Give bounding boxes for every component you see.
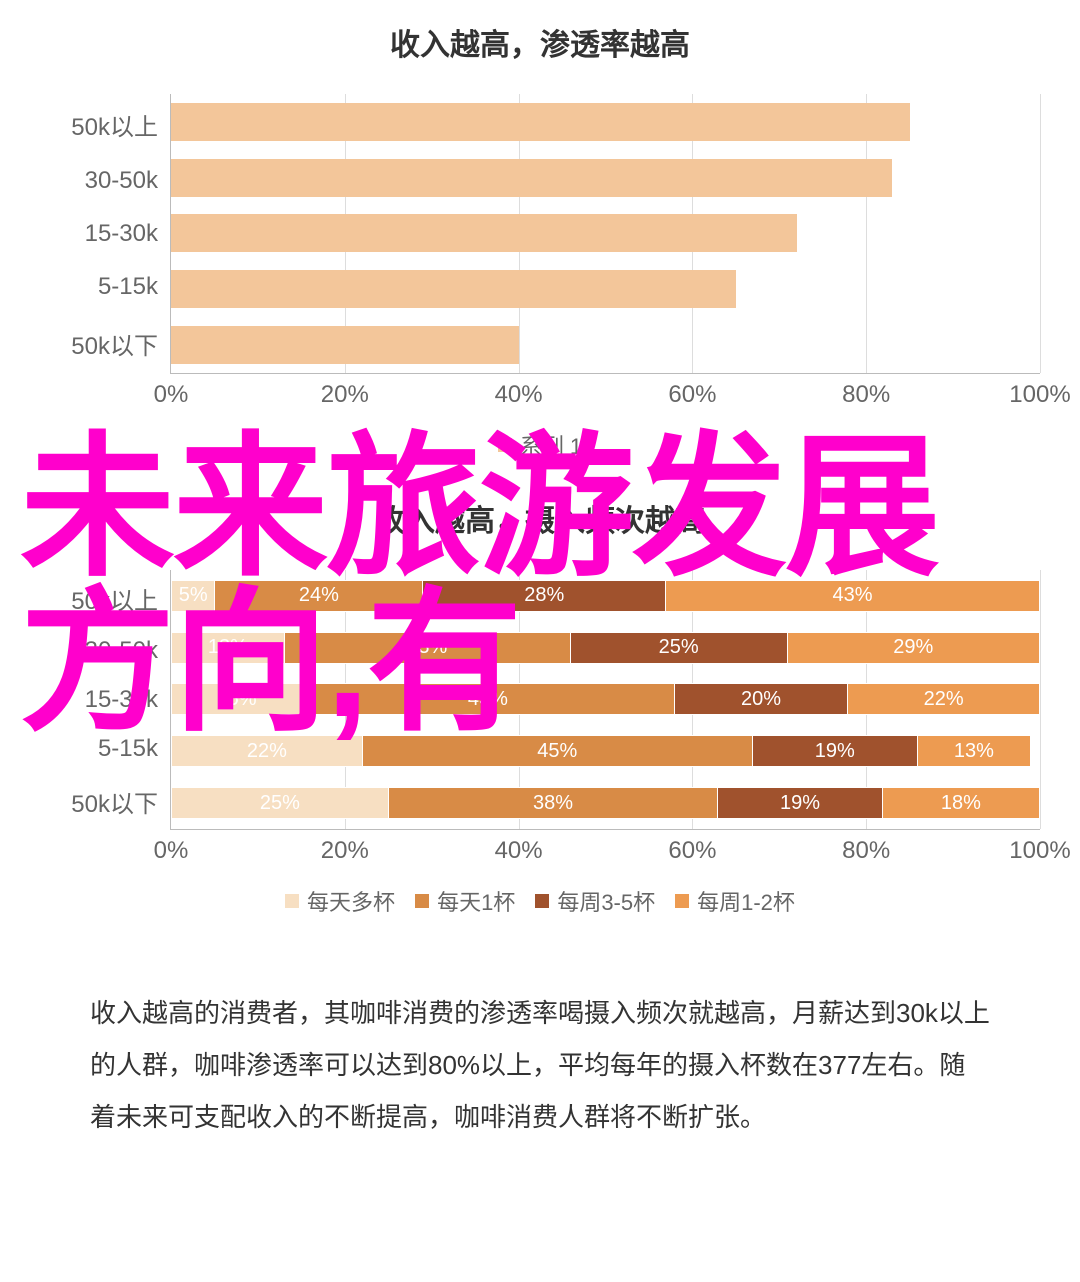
chart2-bar: 15%43%20%22% — [171, 683, 1040, 715]
chart1-title: 收入越高，渗透率越高 — [40, 20, 1040, 64]
legend-swatch — [415, 894, 429, 908]
chart2-category-label: 30-50k — [40, 637, 158, 665]
chart1-x-ticks: 0%20%40%60%80%100% — [171, 381, 1040, 405]
chart2-segment: 33% — [285, 633, 571, 663]
chart2-segment: 38% — [389, 788, 718, 818]
chart2-legend-item: 每周1-2杯 — [675, 885, 795, 917]
chart2-segment: 5% — [172, 581, 215, 611]
chart2-segment: 13% — [918, 736, 1031, 766]
chart2-plot: 5%24%28%43%13%33%25%29%15%43%20%22%22%45… — [170, 570, 1040, 830]
chart2-segment: 19% — [718, 788, 883, 818]
legend-swatch — [285, 894, 299, 908]
chart2-x-ticks: 0%20%40%60%80%100% — [171, 837, 1040, 861]
chart2-segment: 25% — [571, 633, 788, 663]
chart2-category-label: 15-30k — [40, 686, 158, 714]
legend-label: 系列 1 — [520, 429, 582, 461]
chart2-title: 收入越高，摄入频次越高 — [40, 496, 1040, 540]
chart2-legend-item: 每天1杯 — [415, 885, 515, 917]
chart2-segment: 28% — [423, 581, 666, 611]
chart1-bar — [171, 326, 519, 364]
chart2-segment: 18% — [883, 788, 1039, 818]
legend-swatch — [675, 894, 689, 908]
chart1-y-labels: 50k以上 30-50k 15-30k 5-15k 50k以下 — [40, 94, 170, 374]
legend-label: 每天1杯 — [437, 885, 515, 917]
legend-label: 每天多杯 — [307, 885, 395, 917]
legend-label: 每周1-2杯 — [697, 885, 795, 917]
chart2-segment: 22% — [172, 736, 363, 766]
chart1-plot: 0%20%40%60%80%100% — [170, 94, 1040, 374]
chart1: 收入越高，渗透率越高 50k以上 30-50k 15-30k 5-15k 50k以下 0… — [40, 20, 1040, 461]
chart2-segment: 29% — [788, 633, 1039, 663]
chart2-category-label: 50k以下 — [40, 784, 158, 819]
chart2-y-labels: 50k以上 30-50k 15-30k 5-15k 50k以下 — [40, 570, 170, 830]
chart1-bar — [171, 214, 797, 252]
chart1-bar — [171, 103, 910, 141]
chart1-category-label: 5-15k — [40, 273, 158, 301]
chart2: 收入越高，摄入频次越高 50k以上30-50k15-30k5-15k50k以下 … — [40, 496, 1040, 917]
body-paragraph: 收入越高的消费者，其咖啡消费的渗透率喝摄入频次就越高，月薪达到30k以上的人群，… — [40, 987, 1040, 1143]
legend-swatch — [535, 894, 549, 908]
chart2-legend-item: 每周3-5杯 — [535, 885, 655, 917]
chart1-bar — [171, 159, 892, 197]
chart2-category-label: 50k以上 — [40, 581, 158, 616]
chart2-category-label: 5-15k — [40, 735, 158, 763]
chart1-category-label: 15-30k — [40, 220, 158, 248]
chart2-segment: 20% — [675, 684, 848, 714]
chart2-segment: 24% — [215, 581, 423, 611]
chart2-legend: 每天多杯 每天1杯 每周3-5杯 每周1-2杯 — [40, 885, 1040, 917]
chart2-segment: 45% — [363, 736, 753, 766]
chart2-bar: 25%38%19%18% — [171, 787, 1040, 819]
chart2-segment: 15% — [172, 684, 302, 714]
chart2-segment: 25% — [172, 788, 389, 818]
chart2-bar: 22%45%19%13% — [171, 735, 1040, 767]
chart2-segment: 43% — [302, 684, 675, 714]
chart1-category-label: 30-50k — [40, 167, 158, 195]
chart2-segment: 13% — [172, 633, 285, 663]
chart2-segment: 22% — [848, 684, 1039, 714]
chart2-bar: 5%24%28%43% — [171, 580, 1040, 612]
chart2-segment: 43% — [666, 581, 1039, 611]
legend-label: 每周3-5杯 — [557, 885, 655, 917]
chart2-bar: 13%33%25%29% — [171, 632, 1040, 664]
chart2-legend-item: 每天多杯 — [285, 885, 395, 917]
chart1-category-label: 50k以上 — [40, 107, 158, 142]
chart1-category-label: 50k以下 — [40, 326, 158, 361]
legend-swatch — [498, 438, 512, 452]
chart2-segment: 19% — [753, 736, 918, 766]
chart1-legend: 系列 1 — [40, 429, 1040, 461]
chart1-bar — [171, 270, 736, 308]
